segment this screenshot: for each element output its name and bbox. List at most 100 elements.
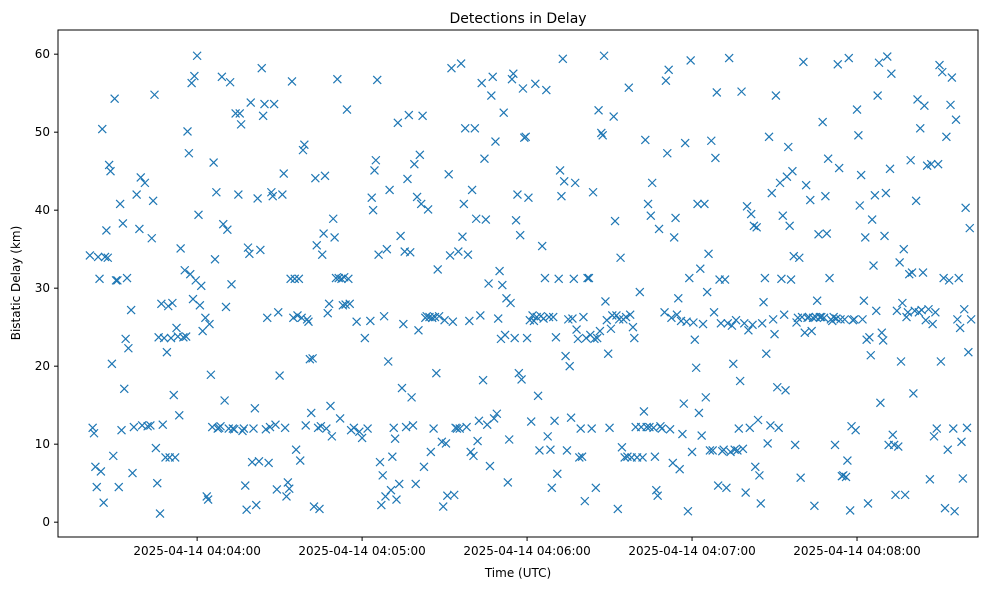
data-point bbox=[903, 307, 913, 317]
data-point bbox=[550, 416, 559, 426]
data-point bbox=[935, 60, 944, 70]
data-point bbox=[694, 408, 704, 418]
data-point bbox=[875, 398, 885, 408]
data-point bbox=[471, 214, 481, 224]
data-point bbox=[163, 301, 173, 311]
data-point bbox=[251, 500, 261, 510]
data-point bbox=[580, 496, 590, 506]
data-point bbox=[695, 264, 705, 274]
data-point bbox=[132, 190, 142, 200]
data-point bbox=[180, 265, 190, 275]
data-point bbox=[812, 296, 822, 306]
data-point bbox=[117, 425, 126, 435]
data-point bbox=[921, 315, 931, 325]
data-point bbox=[533, 391, 543, 401]
data-point bbox=[458, 232, 467, 242]
data-point bbox=[218, 219, 228, 229]
data-point bbox=[504, 435, 514, 444]
data-point bbox=[686, 55, 696, 65]
data-point bbox=[503, 477, 513, 487]
data-point bbox=[944, 275, 954, 285]
data-point bbox=[227, 279, 236, 289]
data-point bbox=[418, 111, 428, 121]
data-point bbox=[382, 244, 392, 254]
data-point bbox=[287, 77, 297, 86]
data-point bbox=[152, 478, 162, 488]
data-point bbox=[742, 201, 752, 211]
data-point bbox=[500, 330, 510, 340]
data-point bbox=[126, 305, 136, 315]
data-point bbox=[258, 111, 268, 121]
data-point bbox=[403, 174, 412, 184]
data-point bbox=[957, 437, 966, 447]
data-point bbox=[786, 275, 796, 285]
data-point bbox=[330, 233, 340, 242]
data-point bbox=[111, 275, 121, 285]
data-point bbox=[752, 222, 762, 232]
data-point bbox=[184, 148, 194, 158]
y-tick-label: 30 bbox=[35, 281, 50, 295]
data-point bbox=[335, 414, 345, 423]
data-point bbox=[555, 165, 565, 175]
data-point bbox=[679, 399, 689, 409]
y-axis-ticks: 0 10 20 30 40 50 60 bbox=[35, 47, 58, 529]
data-point bbox=[770, 329, 779, 339]
data-point bbox=[115, 199, 125, 209]
data-point bbox=[368, 205, 378, 215]
data-point bbox=[170, 453, 180, 462]
data-point bbox=[594, 105, 603, 115]
data-point bbox=[217, 72, 227, 82]
data-point bbox=[515, 230, 525, 240]
data-point bbox=[691, 363, 701, 373]
data-point bbox=[273, 307, 283, 317]
data-point bbox=[805, 195, 815, 205]
data-point bbox=[88, 423, 98, 433]
y-tick-label: 10 bbox=[35, 437, 50, 451]
data-point bbox=[196, 281, 206, 291]
data-point bbox=[950, 506, 960, 516]
y-tick-label: 0 bbox=[42, 515, 50, 529]
data-point bbox=[946, 100, 955, 110]
data-point bbox=[552, 469, 562, 479]
data-point bbox=[374, 250, 384, 260]
data-point bbox=[548, 312, 558, 322]
data-point bbox=[511, 215, 521, 225]
data-point bbox=[229, 424, 239, 434]
data-point bbox=[310, 173, 320, 183]
data-point bbox=[518, 84, 528, 93]
data-point bbox=[818, 117, 828, 127]
data-point bbox=[785, 221, 795, 231]
data-point bbox=[452, 424, 462, 434]
data-point bbox=[761, 349, 771, 359]
data-point bbox=[757, 318, 767, 328]
data-point bbox=[951, 115, 961, 125]
data-point bbox=[599, 51, 609, 61]
data-point bbox=[588, 187, 598, 197]
data-point bbox=[767, 188, 777, 198]
data-point bbox=[286, 274, 296, 284]
data-point bbox=[943, 445, 953, 455]
data-point bbox=[584, 273, 594, 283]
data-point bbox=[683, 506, 693, 516]
data-point bbox=[765, 421, 775, 430]
data-point bbox=[352, 317, 362, 327]
data-point bbox=[947, 73, 957, 83]
data-point bbox=[790, 440, 800, 450]
data-point bbox=[298, 145, 308, 155]
data-point bbox=[265, 422, 275, 432]
data-point bbox=[628, 322, 638, 332]
data-point bbox=[852, 105, 862, 114]
data-point bbox=[568, 314, 577, 324]
data-point bbox=[456, 59, 466, 68]
data-point bbox=[295, 456, 305, 465]
data-point bbox=[225, 77, 235, 87]
data-point bbox=[233, 190, 243, 200]
data-point bbox=[546, 445, 555, 455]
data-point bbox=[506, 298, 516, 308]
data-point bbox=[338, 300, 348, 310]
data-point bbox=[587, 424, 597, 434]
x-axis-label: Time (UTC) bbox=[484, 566, 551, 580]
data-point bbox=[463, 250, 473, 260]
data-point bbox=[592, 333, 602, 343]
data-point bbox=[412, 192, 422, 202]
